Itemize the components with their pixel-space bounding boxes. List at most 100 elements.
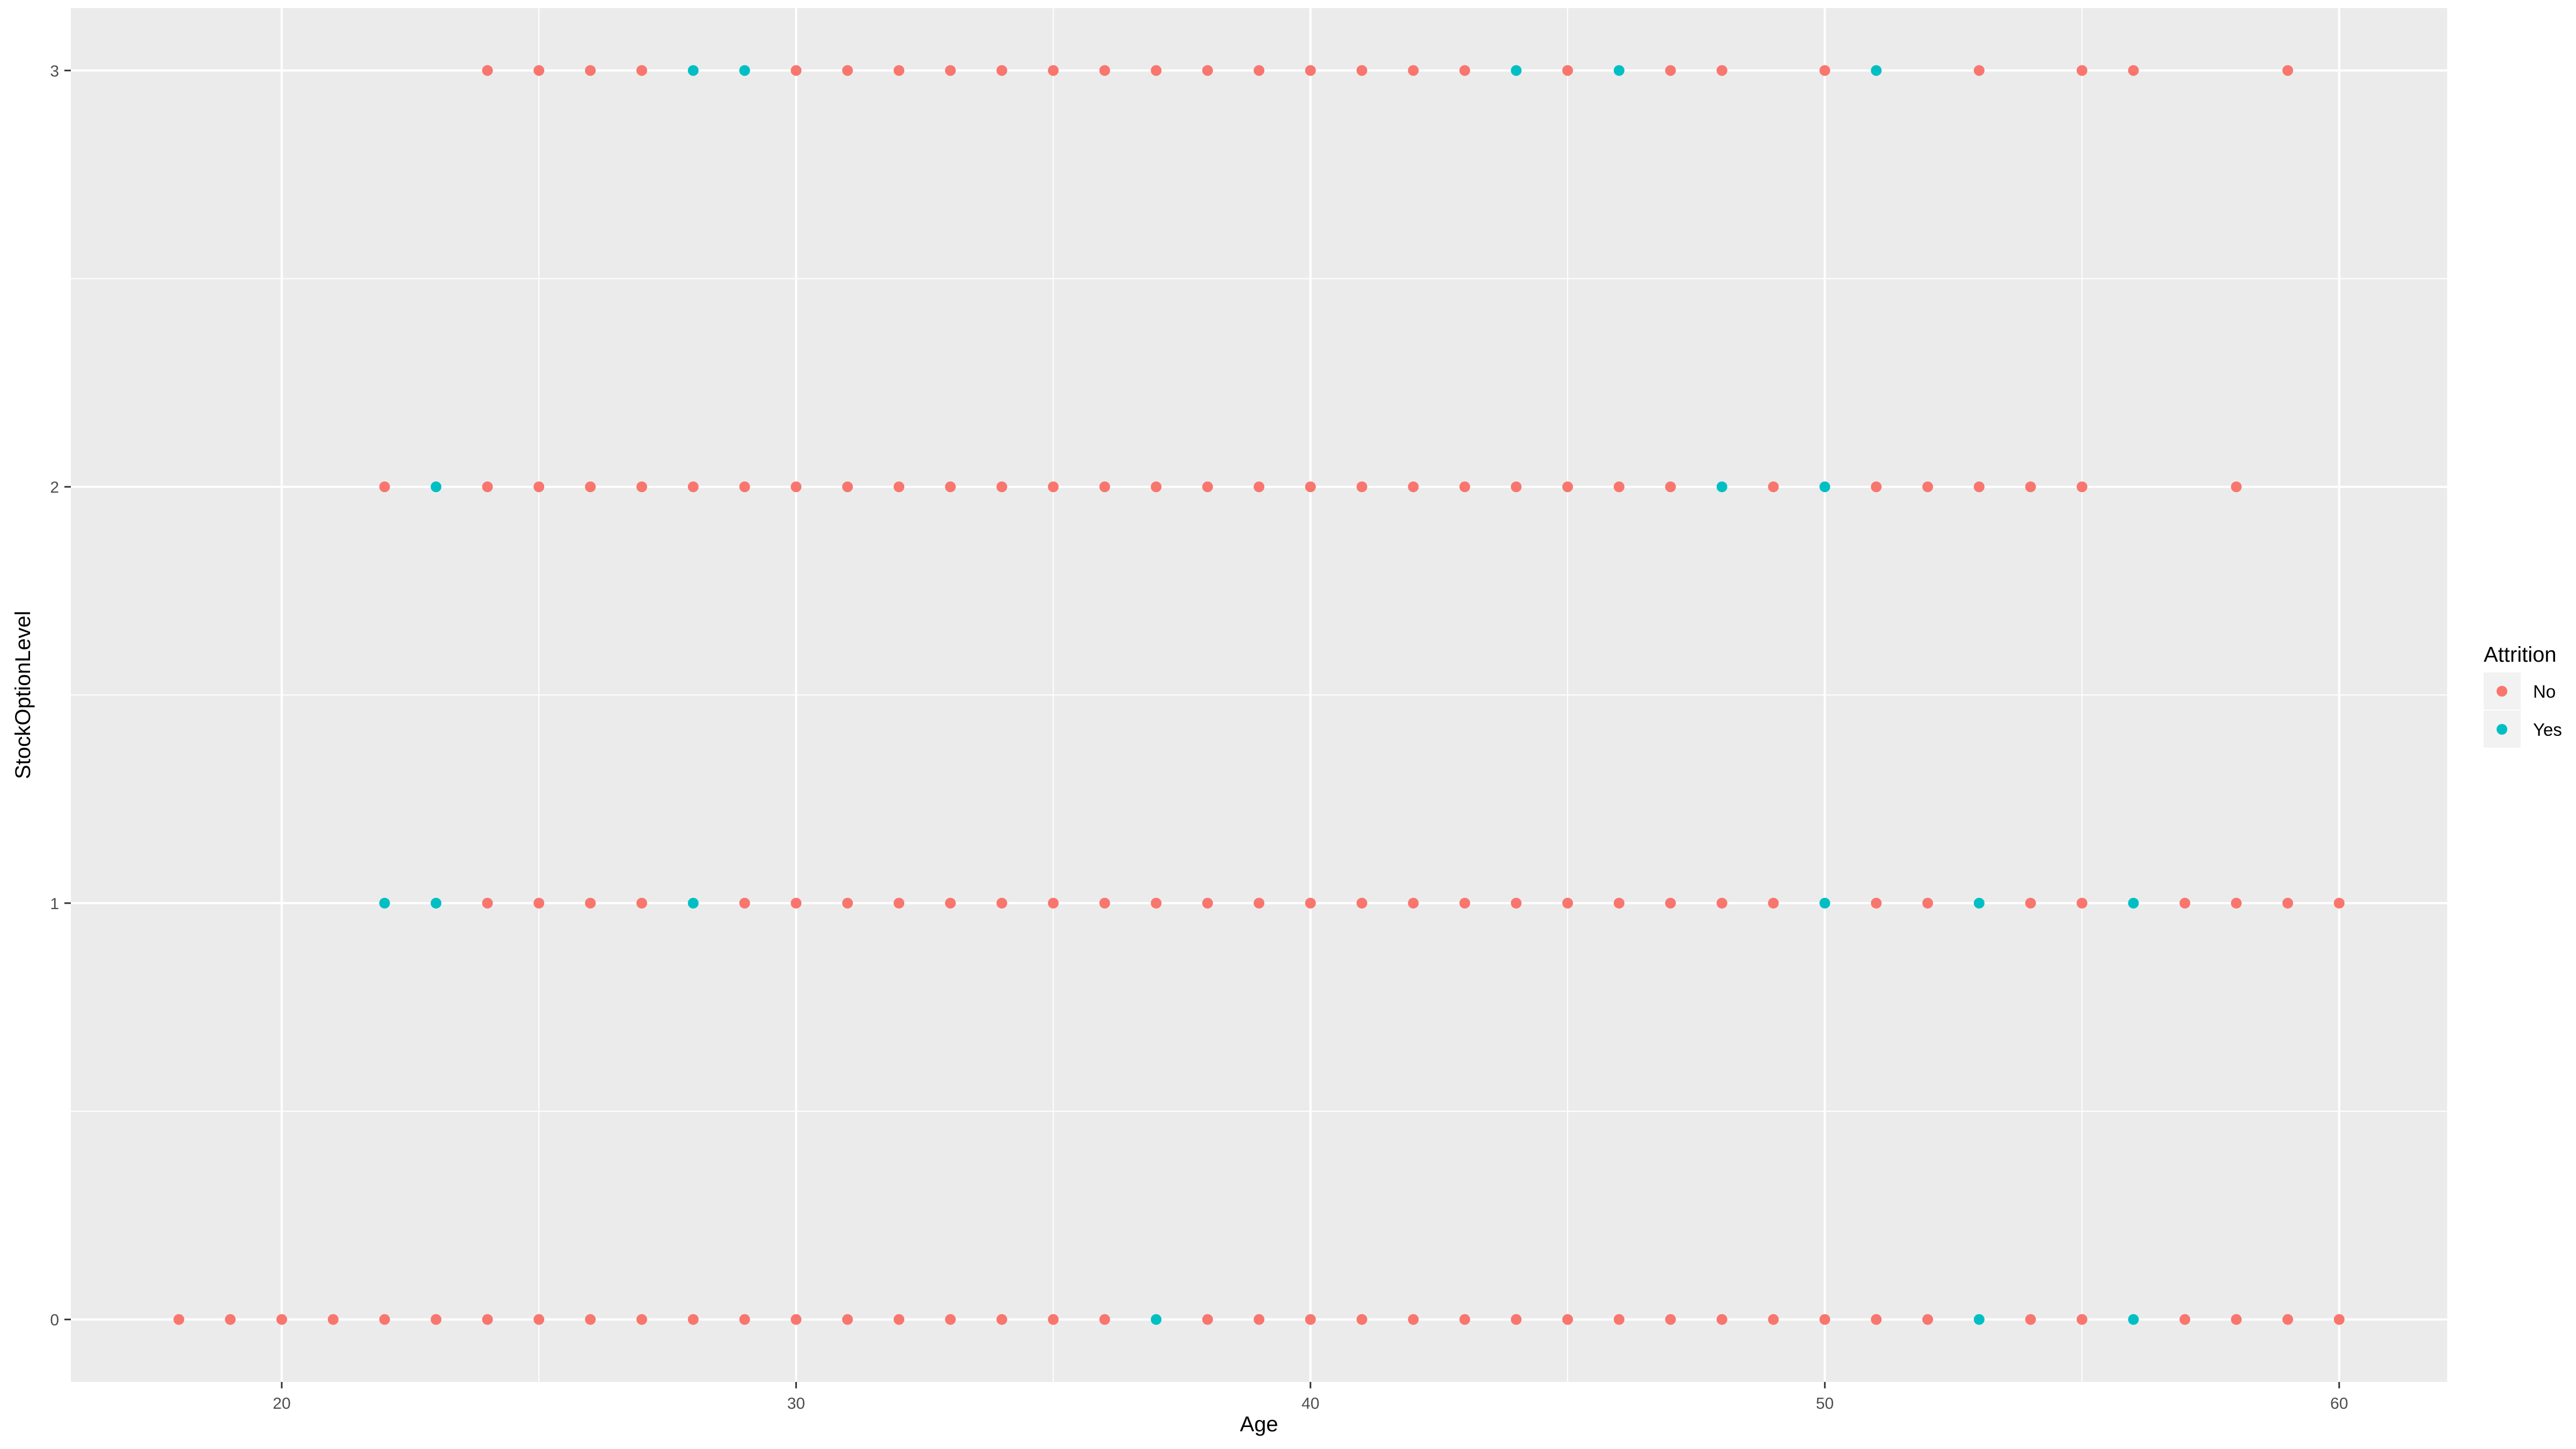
point-no <box>2076 897 2088 909</box>
point-no <box>482 481 493 493</box>
point-no <box>2179 1314 2191 1325</box>
point-no <box>1202 65 1213 76</box>
point-no <box>2231 481 2242 493</box>
point-no <box>1665 1314 1676 1325</box>
point-no <box>1459 897 1470 909</box>
legend-label-yes: Yes <box>2533 720 2562 740</box>
point-no <box>1973 65 1985 76</box>
point-no <box>2333 1314 2345 1325</box>
point-no <box>945 481 956 493</box>
point-no <box>1459 65 1470 76</box>
point-no <box>2076 65 2088 76</box>
point-no <box>842 897 853 909</box>
point-no <box>1356 65 1367 76</box>
point-no <box>2025 481 2036 493</box>
point-no <box>791 65 802 76</box>
point-yes <box>1973 1314 1985 1325</box>
point-no <box>1819 65 1831 76</box>
point-no <box>2231 1314 2242 1325</box>
point-yes <box>739 65 750 76</box>
point-no <box>276 1314 287 1325</box>
y-axis-ticks: 0 1 2 3 <box>50 62 71 1329</box>
data-points <box>173 65 2345 1325</box>
point-no <box>1562 897 1574 909</box>
point-no <box>585 481 596 493</box>
point-no <box>1973 481 1985 493</box>
point-no <box>1871 897 1882 909</box>
point-no <box>842 1314 853 1325</box>
point-yes <box>687 897 699 909</box>
point-no <box>842 65 853 76</box>
point-no <box>1151 897 1162 909</box>
point-no <box>1459 481 1470 493</box>
legend-label-no: No <box>2533 682 2556 701</box>
point-no <box>1665 897 1676 909</box>
point-no <box>996 1314 1007 1325</box>
point-no <box>687 481 699 493</box>
point-no <box>2025 1314 2036 1325</box>
x-tick-label: 30 <box>787 1395 805 1413</box>
point-no <box>1305 1314 1316 1325</box>
point-no <box>1356 897 1367 909</box>
point-no <box>1768 481 1779 493</box>
point-no <box>1254 65 1264 76</box>
point-no <box>2231 897 2242 909</box>
point-no <box>1922 481 1933 493</box>
point-no <box>2282 1314 2293 1325</box>
point-no <box>1305 897 1316 909</box>
point-no <box>687 1314 699 1325</box>
point-no <box>1099 481 1110 493</box>
point-no <box>1716 65 1728 76</box>
point-no <box>2076 1314 2088 1325</box>
point-no <box>1613 481 1624 493</box>
y-axis-title: StockOptionLevel <box>11 611 35 779</box>
minor-gridlines <box>71 8 2447 1382</box>
point-no <box>791 897 802 909</box>
point-no <box>842 481 853 493</box>
point-no <box>1716 1314 1728 1325</box>
y-tick-label: 2 <box>50 479 59 496</box>
point-no <box>1871 481 1882 493</box>
point-no <box>585 65 596 76</box>
point-no <box>739 1314 750 1325</box>
point-no <box>1871 1314 1882 1325</box>
point-no <box>1305 481 1316 493</box>
point-no <box>1151 65 1162 76</box>
point-no <box>482 897 493 909</box>
point-yes <box>430 897 442 909</box>
point-no <box>1048 1314 1059 1325</box>
x-tick-label: 60 <box>2330 1395 2348 1413</box>
point-no <box>636 1314 647 1325</box>
y-tick-label: 3 <box>50 62 59 80</box>
point-no <box>996 481 1007 493</box>
point-no <box>1665 65 1676 76</box>
point-no <box>1356 481 1367 493</box>
y-tick-label: 1 <box>50 895 59 913</box>
point-no <box>2128 65 2139 76</box>
point-yes <box>687 65 699 76</box>
point-no <box>430 1314 442 1325</box>
point-no <box>533 481 545 493</box>
point-yes <box>1871 65 1882 76</box>
point-yes <box>2128 1314 2139 1325</box>
point-no <box>1099 897 1110 909</box>
point-no <box>636 481 647 493</box>
point-no <box>379 1314 390 1325</box>
point-yes <box>2128 897 2139 909</box>
point-no <box>1562 481 1574 493</box>
point-no <box>1459 1314 1470 1325</box>
point-yes <box>1151 1314 1162 1325</box>
point-no <box>945 65 956 76</box>
x-axis-title: Age <box>1240 1413 1278 1436</box>
point-no <box>996 897 1007 909</box>
point-no <box>1099 65 1110 76</box>
point-yes <box>379 897 390 909</box>
point-no <box>945 1314 956 1325</box>
point-no <box>1511 481 1522 493</box>
point-no <box>739 897 750 909</box>
point-no <box>1562 65 1574 76</box>
point-yes <box>1819 481 1831 493</box>
point-no <box>1511 1314 1522 1325</box>
point-yes <box>1819 897 1831 909</box>
point-no <box>173 1314 185 1325</box>
